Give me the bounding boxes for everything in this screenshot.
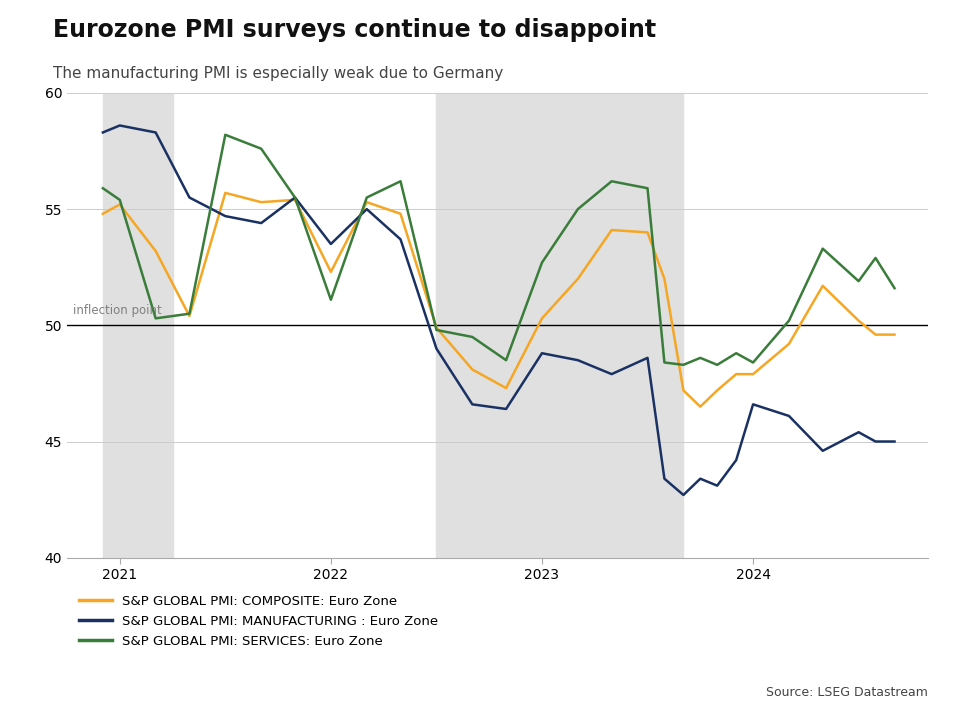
Bar (103, 93, 172, 558)
Text: The manufacturing PMI is especially weak due to Germany: The manufacturing PMI is especially weak… (53, 66, 502, 81)
Text: inflection point: inflection point (74, 304, 162, 317)
Bar (436, 93, 683, 558)
Text: Eurozone PMI surveys continue to disappoint: Eurozone PMI surveys continue to disappo… (53, 18, 656, 42)
Legend: S&P GLOBAL PMI: COMPOSITE: Euro Zone, S&P GLOBAL PMI: MANUFACTURING : Euro Zone,: S&P GLOBAL PMI: COMPOSITE: Euro Zone, S&… (74, 589, 444, 654)
Text: Source: LSEG Datastream: Source: LSEG Datastream (767, 686, 928, 699)
